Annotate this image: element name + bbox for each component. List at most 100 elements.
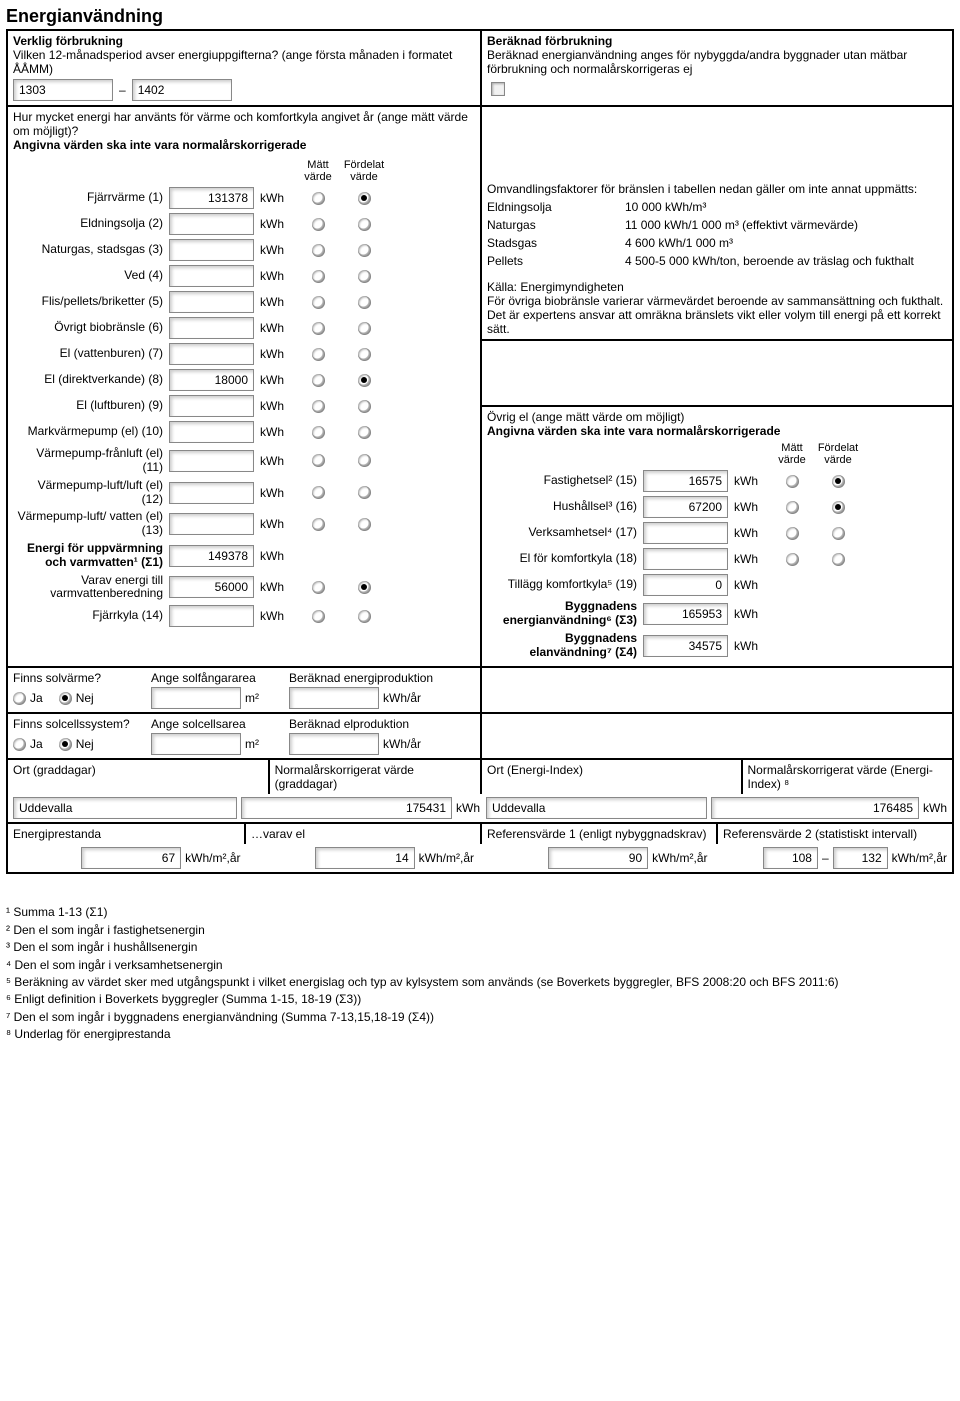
matt-radio[interactable] (312, 454, 325, 467)
ort-eindex-label: Ort (Energi-Index) (487, 763, 736, 777)
fjarrkyla-matt-radio[interactable] (312, 610, 325, 623)
beraknad-checkbox[interactable] (491, 82, 505, 96)
solprod2-input[interactable] (289, 733, 379, 755)
ford-radio[interactable] (832, 501, 845, 514)
ort-graddagar-val-input[interactable] (241, 797, 452, 819)
energy-input[interactable] (169, 317, 254, 339)
sum1-input[interactable] (169, 545, 254, 567)
energy-row: Ved (4)kWh (13, 265, 475, 287)
ford-radio[interactable] (358, 322, 371, 335)
matt-radio[interactable] (312, 374, 325, 387)
sum4-input[interactable] (643, 635, 728, 657)
ep-input[interactable] (81, 847, 181, 869)
footnote: ⁴ Den el som ingår i verksamhetsenergin (6, 957, 954, 974)
solcell-nej-radio[interactable] (59, 738, 72, 751)
energy-input[interactable] (169, 513, 254, 535)
energy-input[interactable] (169, 239, 254, 261)
energy-input[interactable] (169, 482, 254, 504)
ford-radio[interactable] (358, 192, 371, 205)
sum3-label: Byggnadens energianvändning⁶ (Σ3) (487, 600, 637, 628)
ford-radio[interactable] (358, 486, 371, 499)
energy-input[interactable] (169, 450, 254, 472)
ja-label2: Ja (30, 737, 43, 751)
ford-radio[interactable] (358, 400, 371, 413)
ovrig-input[interactable] (643, 470, 728, 492)
sum3-input[interactable] (643, 603, 728, 625)
matt-radio[interactable] (312, 244, 325, 257)
energy-input[interactable] (169, 291, 254, 313)
solfangar-area-input[interactable] (151, 687, 241, 709)
ford-radio[interactable] (358, 518, 371, 531)
energy-input[interactable] (169, 265, 254, 287)
el-input[interactable] (315, 847, 415, 869)
col-matt-header: Mätt värde (298, 159, 338, 183)
ovrig-input[interactable] (643, 548, 728, 570)
fjarrkyla-input[interactable] (169, 605, 254, 627)
ford-radio[interactable] (358, 454, 371, 467)
ref1-input[interactable] (548, 847, 648, 869)
period-from-input[interactable] (13, 79, 113, 101)
ort-graddagar-ort-input[interactable] (13, 797, 237, 819)
ford-radio[interactable] (358, 426, 371, 439)
ovrig-input[interactable] (643, 574, 728, 596)
solvarme-nej-radio[interactable] (59, 692, 72, 705)
matt-radio[interactable] (312, 270, 325, 283)
varav-matt-radio[interactable] (312, 581, 325, 594)
ref2-to-input[interactable] (833, 847, 888, 869)
period-to-input[interactable] (132, 79, 232, 101)
fjarrkyla-label: Fjärrkyla (14) (13, 609, 163, 623)
fjarrkyla-ford-radio[interactable] (358, 610, 371, 623)
ovrig-input[interactable] (643, 522, 728, 544)
ovrig-input[interactable] (643, 496, 728, 518)
unit-kwh-e: kWh (923, 801, 947, 815)
energy-label: Flis/pellets/briketter (5) (13, 295, 163, 309)
ovrig-row: El för komfortkyla (18)kWh (487, 548, 947, 570)
unit-kwh: kWh (260, 191, 292, 205)
unit-kwh: kWh (260, 243, 292, 257)
varav-ford-radio[interactable] (358, 581, 371, 594)
matt-radio[interactable] (786, 553, 799, 566)
energy-input[interactable] (169, 395, 254, 417)
matt-radio[interactable] (312, 296, 325, 309)
ford-radio[interactable] (358, 296, 371, 309)
matt-radio[interactable] (786, 527, 799, 540)
ford-radio[interactable] (358, 218, 371, 231)
matt-radio[interactable] (312, 400, 325, 413)
ford-radio[interactable] (358, 244, 371, 257)
ford-radio[interactable] (832, 553, 845, 566)
solvarme-ja-radio[interactable] (13, 692, 26, 705)
matt-radio[interactable] (312, 218, 325, 231)
unit-kwh: kWh (734, 552, 766, 566)
matt-radio[interactable] (312, 192, 325, 205)
matt-radio[interactable] (786, 475, 799, 488)
ford-radio[interactable] (832, 475, 845, 488)
energy-input[interactable] (169, 369, 254, 391)
matt-radio[interactable] (312, 486, 325, 499)
ref2-from-input[interactable] (763, 847, 818, 869)
energy-input[interactable] (169, 213, 254, 235)
matt-radio[interactable] (786, 501, 799, 514)
solcell-area-input[interactable] (151, 733, 241, 755)
ort-eindex-ort-input[interactable] (486, 797, 707, 819)
matt-radio[interactable] (312, 518, 325, 531)
energy-input[interactable] (169, 343, 254, 365)
unit-kwh: kWh (260, 549, 292, 563)
energy-label: Markvärmepump (el) (10) (13, 425, 163, 439)
ford-radio[interactable] (832, 527, 845, 540)
energy-input[interactable] (169, 187, 254, 209)
varav-input[interactable] (169, 576, 254, 598)
ovrig-label: Verksamhetsel⁴ (17) (487, 526, 637, 540)
unit-kwh: kWh (734, 578, 766, 592)
solprod1-input[interactable] (289, 687, 379, 709)
factors-intro: Omvandlingsfaktorer för bränslen i tabel… (487, 182, 947, 196)
solcell-ja-radio[interactable] (13, 738, 26, 751)
ort-eindex-val-input[interactable] (711, 797, 919, 819)
energy-input[interactable] (169, 421, 254, 443)
ford-radio[interactable] (358, 348, 371, 361)
energy-row: El (luftburen) (9)kWh (13, 395, 475, 417)
matt-radio[interactable] (312, 348, 325, 361)
matt-radio[interactable] (312, 426, 325, 439)
ford-radio[interactable] (358, 374, 371, 387)
matt-radio[interactable] (312, 322, 325, 335)
ford-radio[interactable] (358, 270, 371, 283)
